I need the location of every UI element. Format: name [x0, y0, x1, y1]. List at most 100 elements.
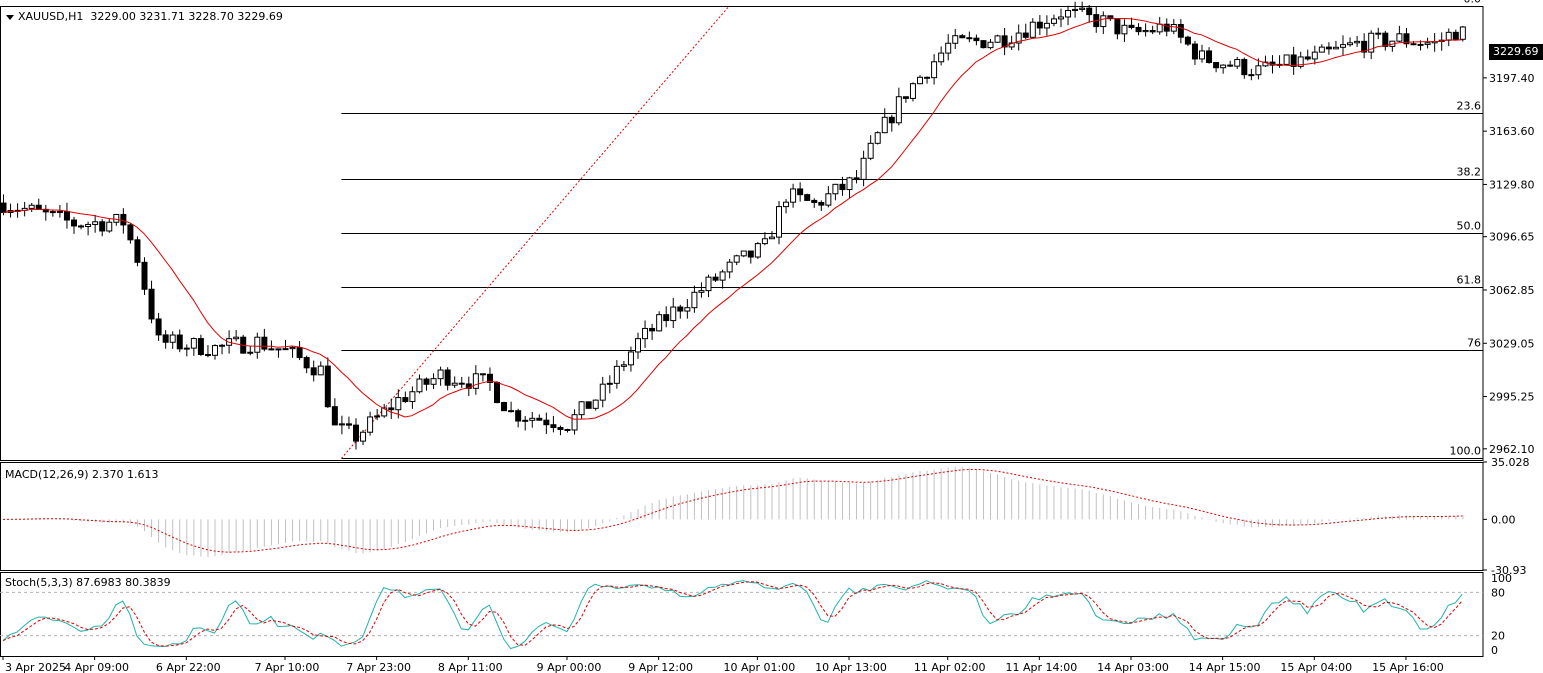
candle-body — [1107, 15, 1114, 20]
candle-body — [310, 367, 317, 376]
candle-body — [374, 415, 381, 418]
macd-axis-label: 0.00 — [1491, 513, 1516, 526]
candle-body — [0, 202, 7, 214]
candle-body — [1100, 15, 1107, 28]
time-axis-label: 14 Apr 03:00 — [1097, 661, 1169, 673]
price-axis-label: 3062.85 — [1489, 284, 1535, 297]
candle-body — [818, 201, 825, 206]
candle-body — [1361, 40, 1368, 53]
candle-body — [1206, 50, 1213, 63]
candle-body — [825, 193, 832, 206]
candle-body — [1234, 58, 1241, 67]
candle-body — [952, 35, 959, 44]
candle-body — [867, 142, 874, 159]
candle-body — [874, 132, 881, 144]
candle-body — [1213, 61, 1220, 69]
symbol-label: XAUUSD,H1 — [18, 10, 84, 23]
time-axis-label: 7 Apr 10:00 — [255, 661, 320, 673]
candle-body — [254, 336, 261, 353]
candle-body — [938, 52, 945, 63]
candle-body — [402, 397, 409, 403]
candle-body — [1177, 24, 1184, 38]
candle-body — [881, 116, 888, 134]
candle-body — [515, 410, 522, 422]
candle-body — [761, 238, 768, 245]
candle-body — [959, 35, 966, 39]
candle-body — [1354, 40, 1361, 44]
candle-body — [1290, 54, 1297, 67]
candle-body — [501, 402, 508, 412]
candle-body — [550, 424, 557, 429]
candle-body — [282, 348, 289, 351]
price-axis-label: 3163.60 — [1489, 125, 1535, 138]
candle-body — [754, 243, 761, 258]
candle-body — [416, 378, 423, 393]
candle-body — [973, 37, 980, 42]
fib-level-label: 38.2 — [1457, 166, 1482, 179]
candle-body — [78, 225, 85, 228]
price-axis-label: 2995.25 — [1489, 391, 1535, 404]
candle-body — [275, 348, 282, 351]
candle-body — [444, 369, 451, 386]
candle-body — [141, 261, 148, 290]
stoch-axis-label: 20 — [1491, 630, 1505, 643]
candle-body — [1283, 54, 1290, 65]
macd-panel-title: MACD(12,26,9) 2.370 1.613 — [5, 468, 159, 481]
candle-body — [169, 334, 176, 343]
macd-panel-frame — [0, 462, 1484, 571]
candle-body — [1304, 56, 1311, 60]
price-axis-label: 3197.40 — [1489, 72, 1535, 85]
candle-body — [353, 424, 359, 442]
price-axis-label: 3129.80 — [1489, 178, 1535, 191]
candle-body — [670, 306, 677, 322]
candle-body — [1029, 21, 1036, 38]
candle-body — [148, 288, 155, 320]
dropdown-triangle-icon[interactable] — [6, 14, 14, 20]
candle-body — [197, 338, 204, 355]
candle-body — [381, 407, 388, 417]
candle-body — [1255, 65, 1262, 76]
candle-body — [698, 290, 705, 293]
candle-body — [1142, 29, 1149, 33]
candle-body — [1220, 64, 1227, 69]
candle-body — [1086, 7, 1093, 16]
candle-body — [712, 276, 719, 281]
candle-body — [1072, 8, 1079, 12]
candle-body — [571, 414, 578, 431]
candle-body — [1036, 21, 1043, 29]
candle-body — [367, 416, 374, 433]
candle-body — [1396, 33, 1403, 42]
candle-body — [564, 429, 571, 432]
candle-body — [338, 423, 345, 426]
candle-body — [909, 83, 916, 99]
candle-body — [797, 188, 804, 196]
candle-body — [409, 391, 416, 403]
candle-body — [768, 236, 775, 240]
candle-body — [1121, 24, 1128, 35]
candle-body — [106, 221, 113, 232]
candle-body — [437, 369, 444, 380]
candle-body — [155, 318, 162, 336]
time-axis-label: 8 Apr 11:00 — [438, 661, 503, 673]
candle-body — [1403, 33, 1410, 45]
candle-body — [1163, 23, 1170, 32]
candle-body — [592, 399, 599, 409]
candle-body — [331, 406, 338, 426]
candle-body — [1227, 64, 1234, 67]
fib-level-label: 100.0 — [1450, 445, 1482, 458]
fib-level-label: 76 — [1467, 337, 1481, 350]
time-axis-label: 3 Apr 2025 — [5, 661, 66, 673]
candle-body — [1156, 23, 1163, 33]
candle-body — [860, 157, 867, 180]
candle-body — [1015, 32, 1022, 44]
candle-body — [705, 276, 712, 292]
candle-body — [1368, 32, 1375, 53]
candle-body — [1135, 26, 1142, 33]
moving-average-line — [2, 17, 1463, 420]
time-axis-label: 11 Apr 02:00 — [914, 661, 986, 673]
candle-body — [1410, 43, 1417, 46]
stoch-axis-label: 80 — [1491, 586, 1505, 599]
candle-body — [388, 407, 395, 411]
candle-body — [888, 116, 895, 124]
